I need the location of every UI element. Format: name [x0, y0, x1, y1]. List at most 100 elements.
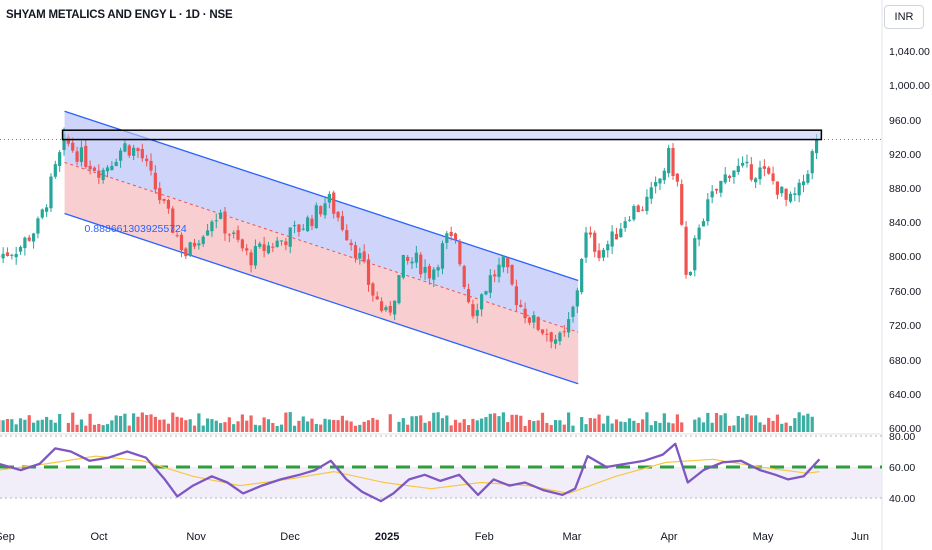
candle-body [27, 237, 31, 241]
volume-bar [297, 420, 301, 432]
candle-body [749, 164, 753, 180]
candle-body [788, 193, 793, 202]
candle-body [449, 231, 453, 236]
candle-body [327, 193, 331, 203]
volume-bar [288, 412, 292, 432]
candle-body [723, 174, 727, 183]
candle-body [145, 158, 149, 162]
volume-bar [458, 422, 462, 432]
candle-body [332, 192, 336, 214]
candle-body [658, 178, 662, 184]
volume-bar [397, 421, 401, 432]
candle-body [710, 191, 714, 198]
candle-body [140, 148, 144, 159]
candle-body [127, 145, 131, 156]
candle-body [358, 252, 362, 259]
candle-body [336, 211, 340, 218]
volume-bar [784, 422, 788, 432]
channel-lower-line [64, 212, 579, 385]
volume-bar [162, 419, 166, 432]
volume-bar [584, 424, 588, 432]
volume-bar [767, 417, 771, 432]
volume-bar [449, 425, 453, 432]
volume-bar [192, 425, 197, 432]
currency-selector[interactable]: INR [884, 5, 924, 29]
channel-midline [64, 161, 579, 333]
time-tick-label: Mar [562, 531, 581, 543]
volume-bar [262, 417, 266, 432]
volume-bar [754, 415, 758, 432]
candle-body [88, 165, 92, 170]
candle-body [340, 216, 345, 230]
candle-body [810, 151, 814, 174]
candle-body [349, 242, 353, 246]
candle-body [701, 221, 706, 227]
candle-body [475, 310, 479, 316]
candle-body [388, 305, 392, 313]
volume-bar [5, 419, 10, 432]
price-tick-label: 600.00 [889, 423, 921, 435]
candle-body [680, 184, 684, 225]
candle-body [688, 271, 693, 276]
candle-body [767, 167, 771, 174]
candle-body [654, 182, 658, 187]
volume-bar [179, 417, 184, 432]
volume-bar [401, 418, 405, 432]
candle-body [245, 248, 249, 251]
candle-body [240, 239, 244, 249]
volume-bar [654, 421, 658, 432]
volume-bar [471, 418, 475, 432]
volume-bar [419, 415, 423, 432]
volume-bar [97, 423, 101, 432]
candle-body [506, 257, 510, 268]
candle-body [649, 187, 653, 199]
volume-bar [388, 414, 392, 432]
candle-body [253, 246, 258, 266]
volume-bar [414, 416, 418, 432]
volume-bar [701, 422, 706, 432]
candle-body [393, 300, 397, 315]
volume-bar [493, 413, 497, 432]
volume-bar [201, 425, 205, 432]
candle-body [288, 227, 292, 247]
candle-body [397, 275, 401, 304]
candle-body [754, 178, 758, 183]
volume-bar [166, 423, 171, 432]
volume-bar [588, 418, 592, 432]
volume-bar [149, 414, 153, 432]
candle-body [271, 246, 275, 248]
volume-bar [36, 420, 40, 432]
volume-bar [806, 413, 810, 432]
candle-body [558, 332, 562, 342]
candle-body [762, 166, 766, 169]
candle-body [645, 196, 649, 212]
volume-bar [227, 417, 231, 432]
candle-body [23, 237, 27, 249]
candle-body [406, 256, 410, 261]
candle-body [227, 234, 231, 236]
candle-body [758, 167, 762, 180]
volume-bar [671, 423, 675, 432]
candle-body [519, 304, 523, 307]
candle-body [771, 173, 775, 182]
volume-bar [514, 414, 519, 432]
price-tick-label: 1,040.00 [889, 46, 930, 58]
candle-body [214, 220, 218, 222]
volume-bar [375, 419, 379, 432]
candle-body [671, 148, 675, 176]
candle-body [197, 243, 201, 246]
candle-body [62, 134, 66, 150]
volume-bar [175, 416, 179, 432]
candle-body [614, 233, 619, 240]
volume-bar [271, 422, 275, 432]
candle-body [593, 232, 597, 252]
volume-bar [497, 416, 501, 432]
channel-upper-fill [64, 111, 579, 333]
candle-body [353, 245, 358, 259]
time-tick-label: Dec [280, 531, 300, 543]
volume-bar [23, 419, 27, 432]
volume-bar [810, 416, 814, 432]
volume-bar [675, 414, 679, 432]
volume-bar [114, 415, 118, 432]
